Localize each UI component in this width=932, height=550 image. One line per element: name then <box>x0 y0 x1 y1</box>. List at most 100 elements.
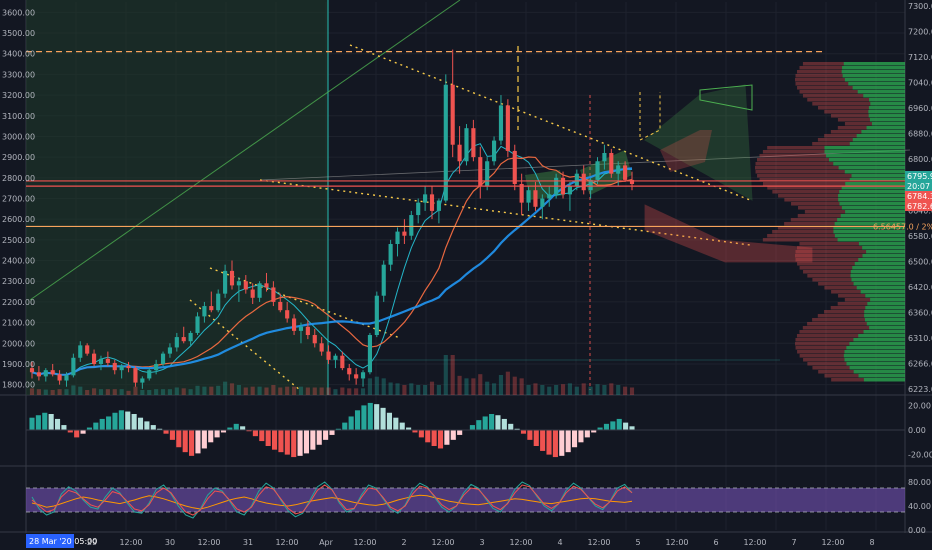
candle-body <box>292 318 297 331</box>
volume-profile-row-green <box>853 370 905 374</box>
candle-body <box>167 347 172 354</box>
oscillator-axis-tick: 40.00 <box>908 502 931 511</box>
time-axis-tick: 6 <box>713 538 718 547</box>
candle <box>264 272 269 292</box>
candle-body <box>278 301 283 311</box>
volume-bar <box>471 378 476 395</box>
momentum-bar <box>501 418 507 430</box>
volume-profile-row-green <box>866 250 905 254</box>
candle <box>43 368 48 382</box>
candle <box>512 144 517 191</box>
volume-bar <box>616 385 621 395</box>
left-axis-tick: 2900.00 <box>2 153 35 162</box>
momentum-bar <box>533 430 539 446</box>
candle <box>78 341 83 362</box>
candle-body <box>588 179 593 191</box>
volume-profile-row-green <box>869 118 905 122</box>
price-tag-label: 20:07 <box>907 182 930 191</box>
candle-body <box>533 190 538 207</box>
volume-bar <box>57 389 62 395</box>
volume-bar <box>126 390 131 395</box>
volume-bar <box>416 385 421 395</box>
candle-body <box>57 374 62 381</box>
volume-bar <box>409 383 414 395</box>
right-axis-tick: 7040.00 <box>908 79 932 88</box>
volume-profile-row-green <box>850 274 905 278</box>
time-axis-tick: 2 <box>401 538 406 547</box>
time-cursor-label: 28 Mar '20 05:00 <box>26 534 97 548</box>
momentum-bar <box>189 430 195 456</box>
volume-profile-row-green <box>871 122 905 126</box>
volume-profile-row-green <box>862 254 905 258</box>
momentum-bar <box>131 414 137 430</box>
volume-profile-row-green <box>866 322 905 326</box>
volume-profile-row <box>802 326 905 330</box>
volume-bar <box>567 383 572 395</box>
momentum-bar <box>125 411 131 430</box>
candle <box>505 99 510 158</box>
volume-bar <box>188 389 193 395</box>
volume-profile-row-green <box>863 378 905 382</box>
candle <box>209 291 214 313</box>
candle <box>160 351 166 367</box>
right-axis-tick: 6360.00 <box>908 308 932 317</box>
volume-bar <box>71 385 76 395</box>
volume-bar <box>429 381 435 395</box>
candle-body <box>174 337 179 348</box>
volume-bar <box>381 378 386 395</box>
momentum-histogram <box>26 402 905 458</box>
candle <box>533 181 538 211</box>
candle <box>478 146 483 199</box>
momentum-bar <box>495 415 501 430</box>
momentum-bar <box>80 430 86 434</box>
volume-profile-row <box>824 110 905 114</box>
momentum-bar <box>603 423 610 430</box>
candle <box>243 275 248 294</box>
volume-profile-row <box>796 334 905 338</box>
price-tag-label: 6795.92 <box>907 172 932 181</box>
candle-body <box>78 345 83 358</box>
candle <box>271 281 276 307</box>
time-axis-tick: 5 <box>635 538 640 547</box>
volume-profile-row-green <box>844 358 905 362</box>
price-tag-label: 6782.65 <box>907 202 932 211</box>
candle <box>602 144 607 170</box>
momentum-bar <box>303 430 310 454</box>
volume-bar <box>140 390 145 395</box>
left-axis-tick: 2100.00 <box>2 319 35 328</box>
candle <box>154 359 159 375</box>
candle <box>298 322 304 344</box>
volume-bar <box>360 388 366 395</box>
volume-profile-row-green <box>838 198 905 202</box>
candle <box>167 343 172 358</box>
volume-profile-row-green <box>870 298 905 302</box>
candle <box>416 198 421 224</box>
candle-body <box>319 343 324 352</box>
candle <box>567 181 572 211</box>
candle-body <box>471 128 476 158</box>
volume-profile-row-green <box>839 202 905 206</box>
volume-profile-row-green <box>833 226 905 230</box>
volume-profile-row-green <box>858 258 905 262</box>
candle-body <box>581 173 586 191</box>
time-axis-tick: 12:00 <box>509 538 532 547</box>
volume-profile-row <box>818 106 905 110</box>
right-axis-tick: 6420.00 <box>908 283 932 292</box>
volume-bar <box>29 388 35 395</box>
momentum-bar <box>342 422 348 430</box>
momentum-bar <box>265 430 271 446</box>
volume-profile-row-green <box>852 266 905 270</box>
candle-body <box>257 283 262 298</box>
volume-profile-row-green <box>834 234 905 238</box>
volume-bar <box>623 386 628 395</box>
volume-bar <box>278 387 283 395</box>
momentum-bar <box>572 430 578 448</box>
right-axis-tick: 6223.00 <box>908 385 932 394</box>
candle-body <box>547 194 552 199</box>
candle-body <box>85 345 90 354</box>
volume-bar <box>443 355 448 395</box>
volume-profile-row <box>817 314 905 318</box>
candle <box>326 345 331 364</box>
momentum-axis-tick: 20.00 <box>908 401 931 410</box>
